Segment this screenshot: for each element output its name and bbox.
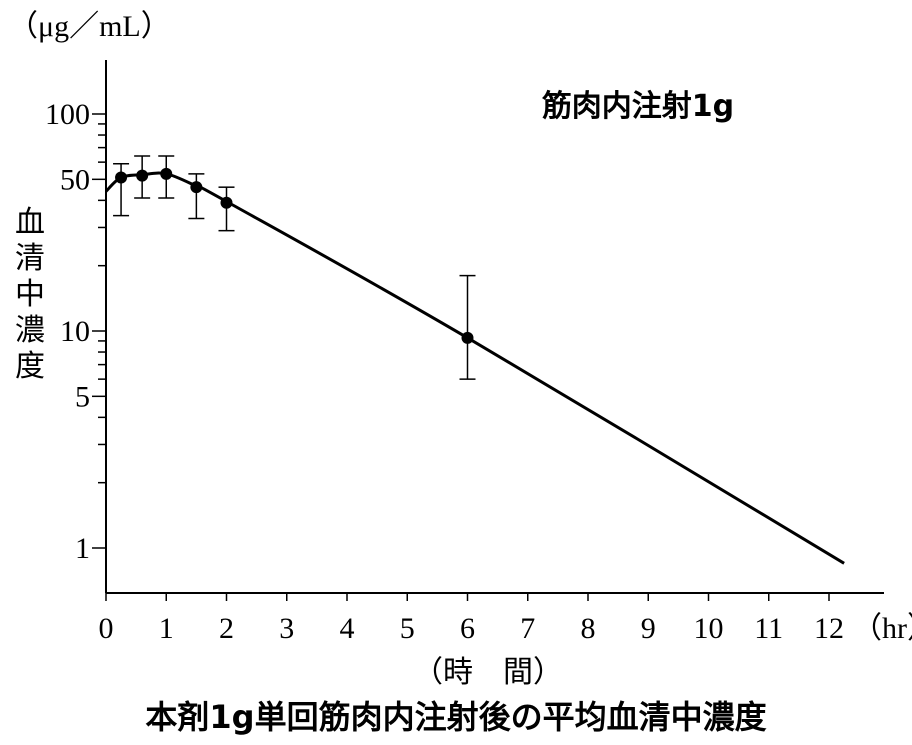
x-tick-label: 1 [159, 612, 174, 645]
y-axis-label-char: 清 [15, 242, 45, 275]
fit-curve [104, 171, 845, 565]
data-point [115, 171, 128, 184]
x-tick-label: 10 [694, 612, 724, 645]
y-axis-label-char: 度 [15, 350, 45, 383]
y-tick-label: 100 [45, 98, 90, 131]
data-point [160, 167, 173, 180]
x-tick-label: 3 [279, 612, 294, 645]
plot-area [104, 155, 845, 565]
x-tick-label: 6 [460, 612, 475, 645]
x-tick-label: 9 [641, 612, 656, 645]
chart-title: 筋肉内注射1g [542, 89, 734, 124]
data-point [220, 196, 233, 209]
y-axis-label-char: 濃 [15, 314, 45, 347]
y-axis-label: 血清中濃度 [15, 206, 45, 383]
y-tick-label: 5 [75, 380, 90, 413]
y-axis-label-char: 中 [15, 278, 45, 311]
x-tick-label: 4 [340, 612, 355, 645]
y-unit-label: （μg／mL） [8, 10, 171, 43]
x-tick-label: 0 [99, 612, 114, 645]
data-point [190, 181, 203, 194]
y-tick-label: 10 [60, 315, 90, 348]
x-tick-label: 8 [581, 612, 596, 645]
x-tick-label: 5 [400, 612, 415, 645]
axes [105, 60, 884, 594]
figure-caption: 本剤1g単回筋肉内注射後の平均血清中濃度 [145, 698, 766, 736]
x-tick-label: 11 [754, 612, 783, 645]
data-point [136, 169, 149, 182]
y-tick-label: 1 [75, 532, 90, 565]
x-tick-label: 2 [219, 612, 234, 645]
x-unit-label: （hr） [852, 612, 912, 645]
data-point [461, 331, 474, 344]
y-tick-label: 50 [60, 163, 90, 196]
x-tick-label: 12 [814, 612, 844, 645]
x-tick-label: 7 [520, 612, 535, 645]
x-axis-label: （時 間） [413, 656, 563, 689]
y-axis-label-char: 血 [15, 206, 45, 239]
